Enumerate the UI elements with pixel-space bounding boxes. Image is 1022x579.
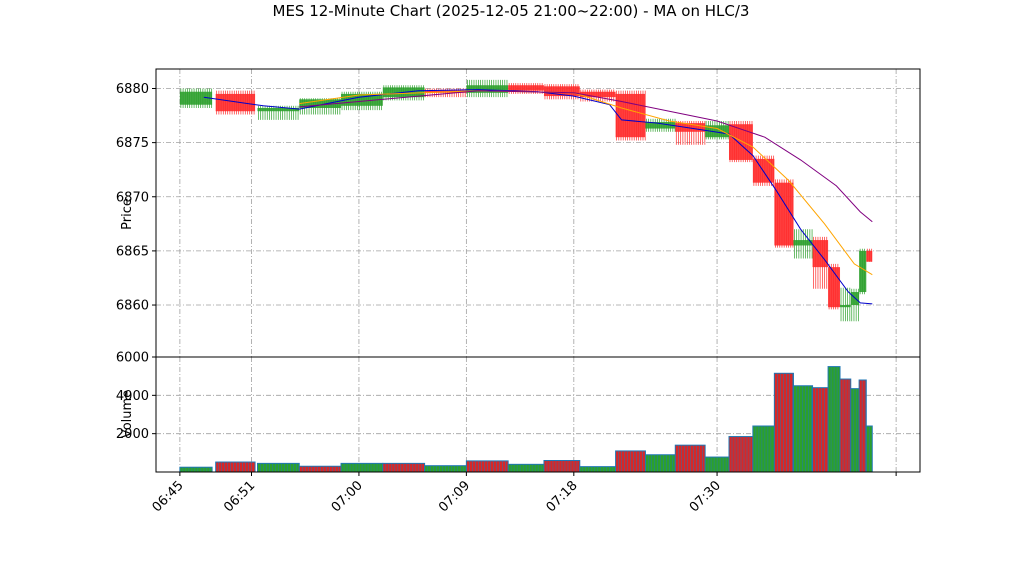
- candle-up: [793, 240, 813, 246]
- candle-up: [859, 250, 867, 293]
- candle-up: [705, 125, 729, 138]
- volume-bar: [812, 387, 829, 473]
- candle-up: [179, 91, 213, 105]
- candle-up: [466, 85, 509, 93]
- candle-down: [866, 250, 873, 262]
- candle-up: [299, 99, 342, 108]
- candle-down: [774, 182, 794, 246]
- candle-up: [341, 93, 383, 106]
- candle-down: [579, 91, 616, 98]
- volume-bars: [179, 366, 873, 473]
- price-tick-label: 6880: [116, 82, 149, 97]
- moving-average-line-ma_fast: [203, 89, 873, 305]
- volume-panel-frame: [155, 356, 921, 473]
- candle-down: [615, 93, 646, 138]
- candle-down: [729, 124, 753, 160]
- moving-average-lines: [203, 89, 873, 305]
- volume-tick-label: 6000: [116, 351, 149, 366]
- candle-down: [543, 86, 580, 97]
- price-axis-label: Price: [120, 198, 135, 230]
- moving-average-line-ma_mid: [299, 90, 873, 276]
- price-tick-label: 6860: [116, 299, 149, 314]
- candle-down: [508, 85, 544, 91]
- volume-bar: [179, 466, 213, 473]
- volume-axis-label: Volume: [120, 390, 135, 438]
- candle-up: [645, 122, 676, 129]
- chart-title: MES 12-Minute Chart (2025-12-05 21:00~22…: [273, 2, 750, 20]
- candle-down: [675, 123, 706, 132]
- candle-down: [828, 267, 841, 308]
- candle-up: [840, 305, 851, 308]
- volume-tick-label: 4000: [116, 389, 149, 404]
- volume-bar: [850, 388, 860, 473]
- candle-down: [215, 93, 256, 112]
- price-tick-label: 6875: [116, 136, 149, 151]
- price-tick-label: 6870: [116, 190, 149, 205]
- moving-average-line-ma_slow: [299, 90, 873, 223]
- candle-up: [257, 107, 300, 112]
- price-tick-label: 6865: [116, 244, 149, 259]
- volume-tick-label: 2000: [116, 427, 149, 442]
